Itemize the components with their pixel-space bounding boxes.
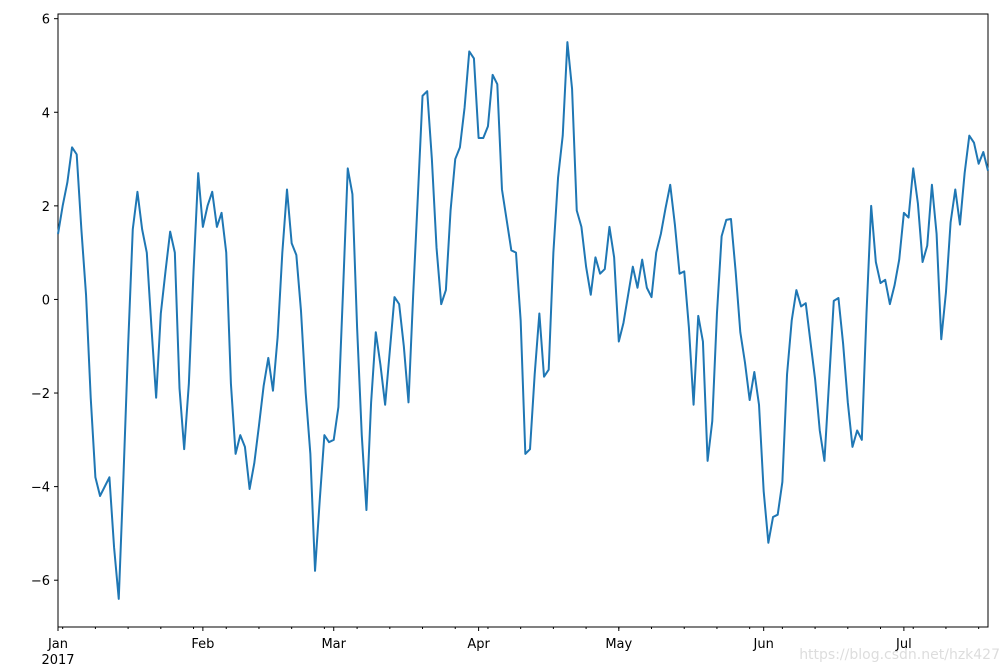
- y-tick-label: −4: [31, 481, 50, 496]
- x-tick-label: Jun: [753, 637, 774, 652]
- x-tick-label: Apr: [467, 637, 490, 652]
- y-tick-label: −6: [31, 574, 50, 589]
- y-tick-label: 2: [42, 200, 50, 215]
- watermark: https://blog.csdn.net/hzk427: [799, 647, 1000, 663]
- plot-frame: [57, 13, 989, 628]
- x-year-label: 2017: [41, 653, 74, 668]
- x-tick-label: Jul: [895, 637, 912, 652]
- x-tick-label: Jan: [47, 637, 68, 652]
- y-tick-label: 4: [42, 106, 50, 121]
- x-tick-label: May: [605, 637, 632, 652]
- y-tick-label: 0: [42, 293, 50, 308]
- x-tick-label: Mar: [321, 637, 346, 652]
- y-tick-label: 6: [42, 13, 50, 28]
- y-tick-label: −2: [31, 387, 50, 402]
- x-tick-label: Feb: [191, 637, 214, 652]
- data-line: [57, 41, 989, 600]
